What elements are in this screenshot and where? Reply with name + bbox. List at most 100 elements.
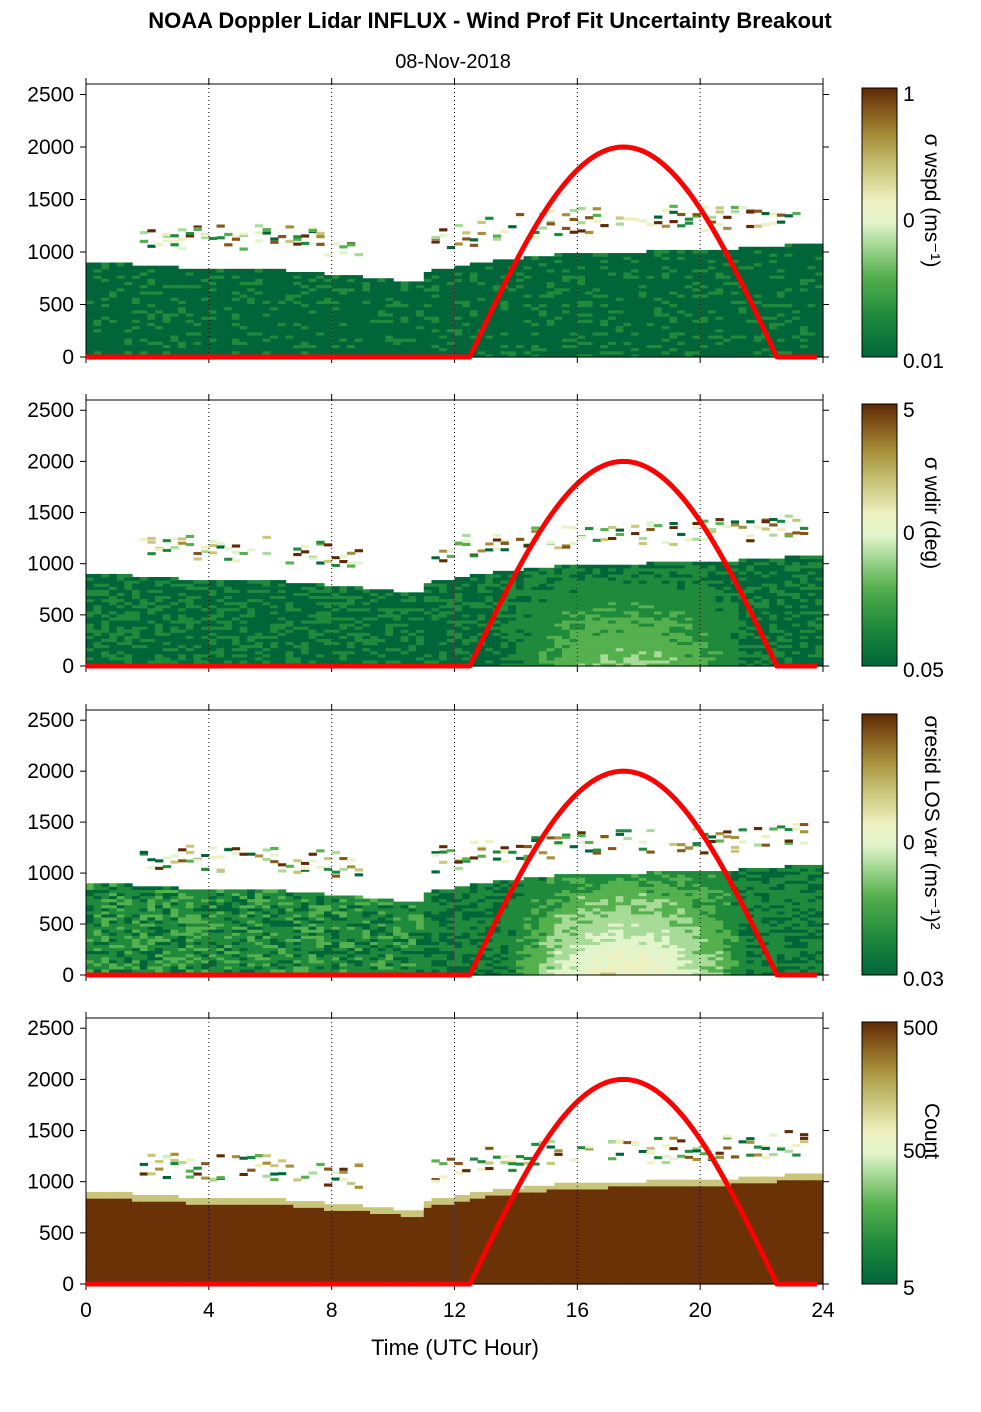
heat-cell [339, 278, 348, 282]
heat-cell [753, 246, 763, 251]
heat-cell [615, 253, 624, 257]
heat-cell [523, 331, 532, 336]
heat-cell [208, 290, 218, 295]
heat-cell [216, 350, 225, 355]
heat-cell [546, 300, 555, 305]
heat-cell [247, 338, 256, 342]
heat-cell [170, 322, 179, 327]
heat-cell [515, 303, 525, 308]
heat-cell [431, 312, 440, 317]
heat-cell [155, 284, 164, 289]
heat-cell [347, 341, 356, 345]
heat-cell [293, 334, 302, 339]
heat-cell [93, 344, 102, 349]
heat-cell [446, 325, 456, 330]
heat-cell [354, 338, 363, 342]
heat-cell [423, 281, 433, 286]
heat-cell [377, 312, 387, 317]
heat-cell [546, 271, 555, 276]
heat-cell [393, 306, 402, 311]
y-tick-label: 1500 [27, 189, 74, 212]
heat-cell [285, 561, 294, 565]
heat-cell [431, 271, 440, 276]
heat-cell [485, 287, 494, 292]
heat-cell [247, 328, 256, 333]
heat-cell [224, 546, 233, 550]
heat-cell [247, 290, 256, 295]
heat-cell [585, 265, 594, 270]
heat-cell [262, 268, 271, 273]
heat-cell [569, 334, 578, 339]
heat-cell [523, 284, 532, 289]
heat-cell [277, 580, 287, 584]
heat-cell [193, 347, 202, 352]
heat-cell [247, 297, 256, 301]
heat-cell [124, 297, 133, 301]
heat-cell [147, 322, 156, 327]
heat-cell [170, 287, 179, 292]
heat-cell [262, 300, 271, 305]
heat-cell [109, 341, 118, 345]
heat-cell [416, 306, 425, 311]
heat-cell [515, 322, 525, 327]
heat-cell [193, 322, 202, 327]
heat-cell [323, 294, 333, 298]
heat-cell [132, 325, 141, 330]
heat-cell [608, 347, 617, 352]
heat-cell [715, 206, 724, 210]
heat-cell [569, 353, 578, 358]
heat-cell [531, 322, 540, 327]
heat-cell [308, 309, 317, 314]
heat-cell [208, 297, 218, 301]
heat-cell [155, 271, 164, 276]
heat-cell [354, 344, 363, 349]
heat-cell [239, 300, 248, 305]
heat-cell [231, 328, 241, 333]
heat-cell [546, 353, 555, 358]
heat-cell [423, 284, 433, 289]
heat-cell [654, 221, 663, 225]
heat-cell [446, 328, 456, 333]
heat-cell [193, 341, 202, 345]
heat-cell [139, 306, 149, 311]
heat-cell [124, 319, 133, 323]
heat-cell [446, 297, 456, 301]
heat-cell [178, 309, 187, 314]
heat-cell [216, 306, 225, 311]
heat-cell [231, 303, 241, 308]
heat-cell [561, 331, 571, 336]
heat-cell [193, 557, 202, 561]
heat-cell [139, 297, 149, 301]
heat-cell [408, 338, 417, 342]
heat-cell [561, 322, 571, 327]
heat-cell [400, 306, 410, 311]
heat-cell [308, 316, 317, 320]
heat-cell [500, 309, 509, 314]
heat-cell [331, 347, 340, 352]
heat-cell [109, 287, 118, 292]
heat-cell [393, 341, 402, 345]
heat-cell [231, 281, 241, 286]
heat-cell [347, 275, 356, 279]
heat-cell [185, 306, 195, 311]
heat-cell [277, 287, 287, 292]
heat-cell [86, 319, 95, 323]
heat-cell [86, 265, 95, 270]
heat-cell [300, 350, 310, 355]
heat-cell [608, 353, 617, 358]
heat-cell [308, 557, 317, 561]
heat-cell [554, 347, 563, 352]
heat-cell [354, 278, 363, 282]
heat-cell [147, 284, 156, 289]
heat-cell [446, 580, 456, 584]
heat-cell [86, 268, 95, 273]
heat-cell [462, 231, 471, 235]
heat-cell [416, 347, 425, 352]
heat-cell [608, 312, 617, 317]
heat-cell [585, 344, 594, 349]
heat-cell [377, 322, 387, 327]
heat-cell [523, 567, 532, 572]
heat-cell [277, 275, 287, 279]
heat-cell [178, 297, 187, 301]
